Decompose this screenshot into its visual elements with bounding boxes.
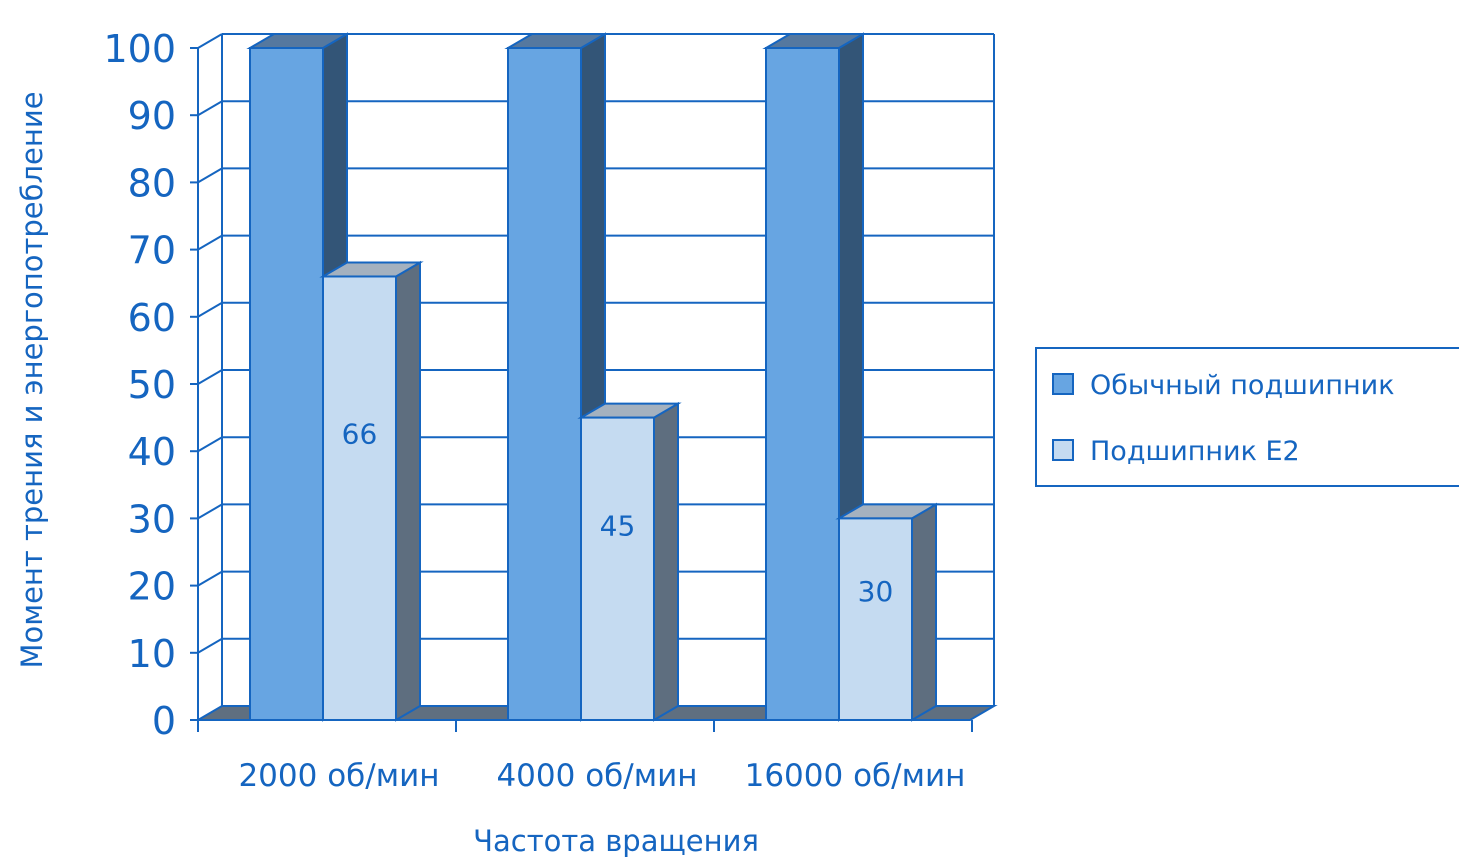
y-tick-label: 80 — [128, 161, 176, 205]
legend: Обычный подшипник Подшипник E2 — [1035, 347, 1459, 487]
y-tick-label: 10 — [128, 632, 176, 676]
bar-side-e2 — [395, 260, 421, 722]
data-label: 66 — [342, 418, 378, 451]
y-tick-label: 100 — [103, 27, 176, 71]
bars — [246, 32, 940, 722]
bar-side-e2 — [911, 502, 937, 722]
side-gridline — [197, 100, 223, 117]
side-gridline — [197, 167, 223, 184]
x-tick-label: 4000 об/мин — [496, 758, 697, 794]
x-axis-title: Частота вращения — [473, 824, 759, 858]
side-gridline — [197, 637, 223, 654]
y-tick-label: 40 — [128, 430, 176, 474]
data-label: 45 — [600, 509, 636, 542]
tick-labels: 0 10 20 30 40 50 60 70 80 90 100 2000 об/мин 4000 об… — [103, 27, 965, 794]
side-gridline — [197, 570, 223, 587]
y-tick-label: 60 — [128, 296, 176, 340]
legend-swatch-standard — [1052, 373, 1074, 395]
x-tick-label: 16000 об/мин — [745, 758, 966, 794]
side-gridline — [197, 33, 223, 49]
bar-e2 — [322, 275, 397, 721]
bar-standard — [765, 47, 840, 721]
bar-e2 — [580, 416, 655, 721]
side-gridline — [197, 301, 223, 318]
legend-label-e2: Подшипник E2 — [1090, 436, 1300, 467]
legend-label-standard: Обычный подшипник — [1090, 370, 1395, 401]
y-tick-label: 70 — [128, 229, 176, 273]
y-tick-label: 30 — [128, 497, 176, 541]
legend-frame — [1035, 347, 1459, 487]
y-tick-label: 90 — [128, 94, 176, 138]
side-gridline — [197, 369, 223, 385]
side-gridline — [197, 436, 223, 453]
y-tick-label: 20 — [128, 565, 176, 609]
bar-standard — [249, 47, 324, 721]
bar-e2 — [838, 517, 913, 722]
y-tick-label: 0 — [152, 699, 176, 743]
side-gridline — [197, 234, 223, 251]
y-axis-title: Момент трения и энергопотребление — [15, 91, 49, 668]
data-labels: 66 45 30 — [342, 418, 894, 608]
bar-standard — [507, 47, 582, 721]
data-label: 30 — [858, 575, 894, 608]
y-tick-label: 50 — [128, 363, 176, 407]
legend-swatch-e2 — [1052, 439, 1074, 461]
x-tick-label: 2000 об/мин — [238, 758, 439, 794]
bar-side-e2 — [653, 401, 679, 722]
side-gridline — [197, 503, 223, 520]
